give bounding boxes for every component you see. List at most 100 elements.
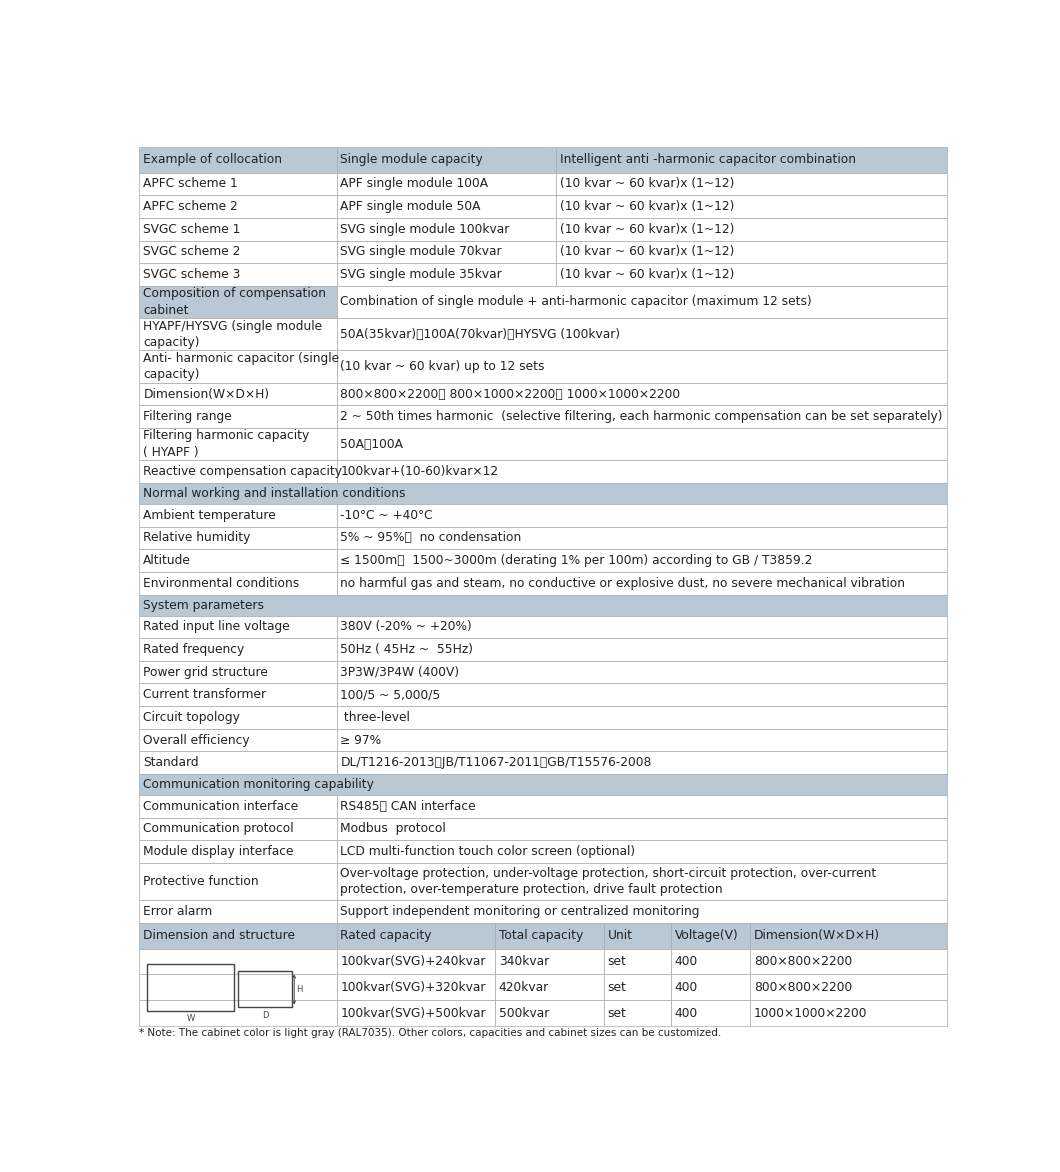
Text: Filtering range: Filtering range [143,410,232,423]
Bar [336,572,947,594]
Text: 380V (-20% ~ +20%): 380V (-20% ~ +20%) [340,620,472,633]
Text: Support independent monitoring or centralized monitoring: Support independent monitoring or centra… [340,905,700,918]
Text: W: W [187,1014,195,1023]
Text: 2 ~ 50th times harmonic  (selective filtering, each harmonic compensation can be: 2 ~ 50th times harmonic (selective filte… [340,410,943,423]
Bar [336,504,947,526]
Bar [140,286,336,318]
Bar [336,461,947,483]
Bar [140,774,947,795]
Bar [140,900,336,922]
Bar [336,526,947,550]
Text: APFC scheme 2: APFC scheme 2 [143,200,238,213]
Bar [556,218,947,240]
Bar [336,922,495,948]
Text: LCD multi-function touch color screen (optional): LCD multi-function touch color screen (o… [340,845,636,858]
Text: (10 kvar ~ 60 kvar)x (1~12): (10 kvar ~ 60 kvar)x (1~12) [560,268,735,281]
Text: APFC scheme 1: APFC scheme 1 [143,177,238,191]
Text: Error alarm: Error alarm [143,905,213,918]
Bar [140,406,336,428]
Text: 400: 400 [675,955,697,968]
Text: Rated input line voltage: Rated input line voltage [143,620,290,633]
Bar [750,922,947,948]
Text: 100/5 ~ 5,000/5: 100/5 ~ 5,000/5 [340,688,441,701]
Text: 1000×1000×2200: 1000×1000×2200 [754,1007,867,1020]
Text: 800×800×2200: 800×800×2200 [754,981,852,994]
Bar [604,974,671,1000]
Bar [140,483,947,504]
Bar [750,974,947,1000]
Bar [140,729,336,751]
Text: Protective function: Protective function [143,875,259,888]
Text: Current transformer: Current transformer [143,688,266,701]
Bar [336,406,947,428]
Bar [140,146,336,172]
Text: HYAPF/HYSVG (single module
capacity): HYAPF/HYSVG (single module capacity) [143,320,322,349]
Text: (10 kvar ~ 60 kvar) up to 12 sets: (10 kvar ~ 60 kvar) up to 12 sets [340,360,545,373]
Text: SVGC scheme 1: SVGC scheme 1 [143,223,241,236]
Bar [140,572,336,594]
Bar [336,900,947,922]
Text: Reactive compensation capacity: Reactive compensation capacity [143,465,342,478]
Text: 50Hz ( 45Hz ~  55Hz): 50Hz ( 45Hz ~ 55Hz) [340,643,474,656]
Text: SVGC scheme 3: SVGC scheme 3 [143,268,241,281]
Bar [140,1000,336,1027]
Bar [140,661,336,683]
Text: Intelligent anti -harmonic capacitor combination: Intelligent anti -harmonic capacitor com… [560,154,856,166]
Bar [336,240,556,264]
Text: Single module capacity: Single module capacity [340,154,483,166]
Bar [336,683,947,706]
Bar [140,196,336,218]
Text: ≤ 1500m，  1500~3000m (derating 1% per 100m) according to GB / T3859.2: ≤ 1500m， 1500~3000m (derating 1% per 100… [340,554,813,567]
Bar [238,972,292,1008]
Text: 100kvar(SVG)+500kvar: 100kvar(SVG)+500kvar [340,1007,487,1020]
Text: Ambient temperature: Ambient temperature [143,509,276,522]
Text: Environmental conditions: Environmental conditions [143,577,300,590]
Bar [140,428,336,461]
Bar [336,974,495,1000]
Bar [336,286,947,318]
Text: 5% ~ 95%，  no condensation: 5% ~ 95%， no condensation [340,531,522,545]
Text: (10 kvar ~ 60 kvar)x (1~12): (10 kvar ~ 60 kvar)x (1~12) [560,245,735,258]
Bar [140,594,947,615]
Bar [140,383,336,406]
Bar [671,1000,750,1027]
Text: Combination of single module + anti-harmonic capacitor (maximum 12 sets): Combination of single module + anti-harm… [340,295,812,308]
Bar [336,818,947,840]
Bar [147,965,234,1010]
Bar [750,948,947,974]
Bar [336,863,947,900]
Text: Communication interface: Communication interface [143,799,299,813]
Bar [336,948,495,974]
Text: 3P3W/3P4W (400V): 3P3W/3P4W (400V) [340,666,460,679]
Text: Dimension and structure: Dimension and structure [143,929,296,942]
Text: Communication protocol: Communication protocol [143,823,294,836]
Text: 50A(35kvar)、100A(70kvar)、HYSVG (100kvar): 50A(35kvar)、100A(70kvar)、HYSVG (100kvar) [340,328,620,341]
Text: (10 kvar ~ 60 kvar)x (1~12): (10 kvar ~ 60 kvar)x (1~12) [560,177,735,191]
Bar [336,615,947,639]
Bar [140,218,336,240]
Bar [336,751,947,774]
Text: System parameters: System parameters [143,599,264,612]
Text: 100kvar(SVG)+240kvar: 100kvar(SVG)+240kvar [340,955,485,968]
Text: -10°C ~ +40°C: -10°C ~ +40°C [340,509,434,522]
Text: Circuit topology: Circuit topology [143,711,241,724]
Text: (10 kvar ~ 60 kvar)x (1~12): (10 kvar ~ 60 kvar)x (1~12) [560,200,735,213]
Text: Rated capacity: Rated capacity [340,929,431,942]
Text: Rated frequency: Rated frequency [143,643,245,656]
Bar [556,264,947,286]
Bar [604,922,671,948]
Bar [140,550,336,572]
Bar [336,1000,495,1027]
Text: Relative humidity: Relative humidity [143,531,251,545]
Text: 420kvar: 420kvar [498,981,549,994]
Text: Total capacity: Total capacity [498,929,583,942]
Bar [671,948,750,974]
Text: H: H [297,984,303,994]
Bar [495,974,604,1000]
Bar [336,428,947,461]
Text: set: set [607,1007,626,1020]
Bar [495,922,604,948]
Bar [140,172,336,196]
Bar [556,240,947,264]
Text: 400: 400 [675,1007,697,1020]
